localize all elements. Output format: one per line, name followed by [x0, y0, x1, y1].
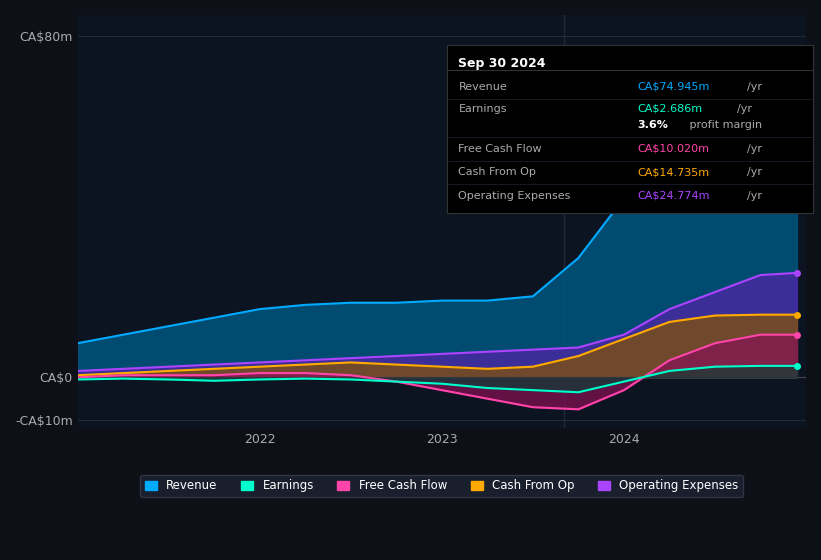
Text: /yr: /yr — [747, 82, 762, 92]
Text: Earnings: Earnings — [458, 104, 507, 114]
Text: /yr: /yr — [736, 104, 752, 114]
Legend: Revenue, Earnings, Free Cash Flow, Cash From Op, Operating Expenses: Revenue, Earnings, Free Cash Flow, Cash … — [140, 474, 743, 497]
Text: Sep 30 2024: Sep 30 2024 — [458, 57, 546, 69]
Text: /yr: /yr — [747, 167, 762, 178]
Text: profit margin: profit margin — [686, 120, 762, 130]
Text: /yr: /yr — [747, 144, 762, 154]
Text: CA$74.945m: CA$74.945m — [637, 82, 710, 92]
Text: CA$2.686m: CA$2.686m — [637, 104, 703, 114]
Text: 3.6%: 3.6% — [637, 120, 668, 130]
Text: CA$10.020m: CA$10.020m — [637, 144, 709, 154]
Text: CA$14.735m: CA$14.735m — [637, 167, 709, 178]
Text: Revenue: Revenue — [458, 82, 507, 92]
Text: Operating Expenses: Operating Expenses — [458, 191, 571, 201]
Text: CA$24.774m: CA$24.774m — [637, 191, 710, 201]
Text: Cash From Op: Cash From Op — [458, 167, 536, 178]
Text: Free Cash Flow: Free Cash Flow — [458, 144, 542, 154]
Text: /yr: /yr — [747, 191, 762, 201]
